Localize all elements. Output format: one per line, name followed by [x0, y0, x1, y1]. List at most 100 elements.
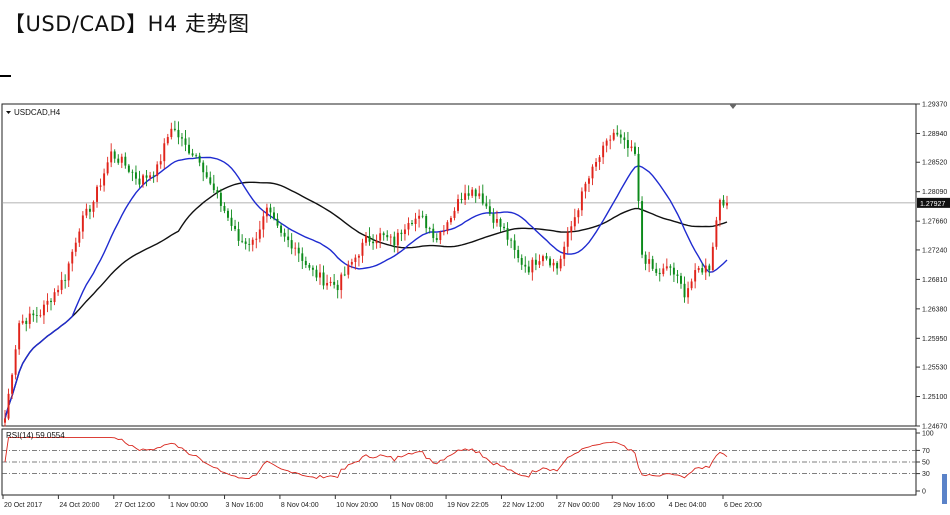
candle-body [492, 213, 495, 223]
candle-body [665, 266, 668, 269]
candle-body [297, 247, 300, 254]
candle-body [587, 178, 590, 184]
candle-body [25, 320, 28, 324]
current-price-badge [917, 197, 950, 208]
candle-body [520, 257, 523, 265]
candle-body [248, 243, 251, 245]
candle-body [715, 220, 718, 247]
candle-body [311, 267, 314, 270]
candle-body [81, 215, 84, 232]
candle-body [106, 162, 109, 174]
candle-body [127, 165, 130, 172]
chart-shift-marker-icon [729, 104, 737, 109]
candle-body [110, 151, 113, 163]
candle-body [276, 218, 279, 226]
candle-body [495, 219, 498, 223]
candle-body [457, 199, 459, 211]
candle-body [237, 229, 240, 241]
candle-body [244, 241, 247, 244]
candle-body [88, 208, 91, 212]
candle-body [407, 222, 410, 230]
candle-body [506, 228, 509, 240]
candle-body [354, 257, 357, 262]
candle-body [343, 274, 346, 276]
candle-body [67, 263, 70, 281]
candle-body [386, 235, 389, 238]
ma-fast-line [4, 156, 728, 419]
candle-body [85, 208, 88, 216]
time-tick-label: 24 Oct 20:00 [59, 502, 99, 509]
candle-body [630, 146, 633, 149]
candle-body [556, 262, 559, 269]
candle-body [42, 304, 45, 316]
candle-body [64, 279, 67, 281]
candle-body [676, 274, 679, 276]
candle-body [513, 240, 516, 250]
candle-body [580, 191, 583, 211]
candle-body [163, 143, 166, 162]
candle-body [134, 172, 137, 179]
candle-body [683, 283, 686, 298]
candle-body [365, 235, 367, 243]
candle-body [184, 138, 187, 145]
price-tick-label: 1.26380 [922, 306, 947, 313]
candle-body [488, 206, 491, 214]
candle-body [258, 229, 261, 239]
candle-body [195, 155, 198, 157]
candle-body [623, 137, 626, 141]
symbol-dropdown-icon[interactable] [6, 111, 11, 114]
time-tick-label: 22 Nov 12:00 [502, 502, 544, 509]
candle-body [559, 258, 562, 269]
page-title: 【USD/CAD】H4 走势图 [4, 12, 250, 36]
candle-body [198, 155, 201, 163]
candle-body [11, 374, 14, 394]
candle-body [350, 261, 353, 265]
candle-body [205, 172, 208, 178]
candle-body [78, 231, 81, 243]
time-axis: 20 Oct 2017 24 Oct 20:00 27 Oct 12:00 1 Nov… [2, 495, 762, 509]
title-underline [0, 75, 11, 77]
candle-body [372, 241, 375, 244]
candle-body [361, 242, 364, 256]
candle-body [418, 215, 421, 219]
candle-body [442, 231, 445, 233]
candle-body [99, 185, 102, 187]
candle-body [315, 269, 318, 278]
time-tick-label: 29 Nov 16:00 [613, 502, 655, 509]
candle-body [230, 217, 233, 226]
candle-body [425, 216, 428, 229]
candle-body [223, 205, 226, 211]
rsi-axis: 100 70 50 30 0 [916, 431, 934, 496]
candle-body [191, 153, 194, 156]
candle-body [612, 132, 615, 140]
candle-body [138, 178, 141, 185]
candle-body [499, 219, 502, 227]
candle-body [549, 258, 552, 266]
candle-body [92, 201, 95, 212]
candle-body [322, 272, 325, 286]
candle-body [616, 132, 619, 135]
candle-body [170, 128, 173, 138]
candle-body [202, 162, 205, 173]
candle-body [400, 232, 403, 235]
candle-body [35, 315, 38, 316]
candle-body [262, 216, 265, 230]
candle-body [541, 256, 544, 262]
time-tick-label: 15 Nov 08:00 [392, 502, 434, 509]
candle-body [124, 156, 127, 166]
candle-body [333, 281, 336, 285]
candle-body [269, 207, 272, 213]
candle-body [641, 201, 644, 255]
candle-body [648, 259, 651, 264]
candle-body [609, 139, 612, 141]
candle-body [446, 222, 449, 232]
scroll-thumb-icon[interactable] [942, 474, 947, 504]
candle-body [188, 144, 191, 154]
candle-body [166, 137, 169, 144]
candle-body [379, 233, 382, 241]
candle-body [651, 259, 654, 269]
candle-body [439, 232, 442, 241]
price-tick-label: 1.28090 [922, 189, 947, 196]
time-tick-label: 6 Dec 20:00 [724, 502, 762, 509]
candle-body [655, 268, 658, 273]
